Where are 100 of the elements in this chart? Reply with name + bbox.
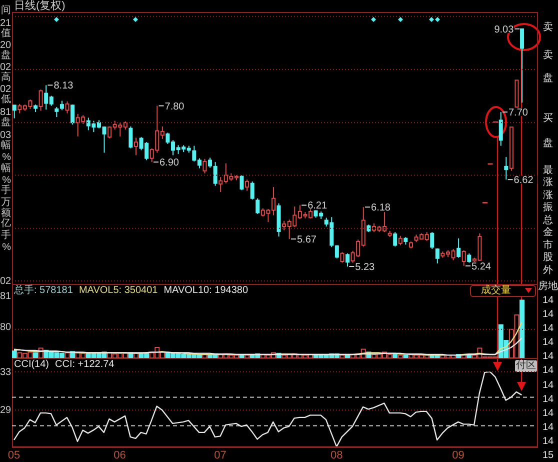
text: MAVOL5: 350401 [78,285,158,296]
text: 买 [543,112,553,124]
chart-title: 总手: 578181 [14,285,73,296]
candlestick [38,89,43,112]
text: 29 [0,404,12,416]
annotation: 9.03 [494,24,514,36]
text: % [2,174,11,186]
candlestick [240,174,244,191]
text: 03 [0,130,12,140]
text: MAVOL10: 194380 [164,285,248,296]
x-tick-label: 08 [330,450,343,462]
text: 14 [542,309,554,320]
candlestick [128,126,133,149]
candlestick [467,252,472,264]
annotation: 5.67 [296,234,317,246]
candlestick [520,28,524,104]
text: % [2,242,11,252]
text: CCI: +122.74 [55,359,114,370]
text: 额 [1,208,11,218]
x-tick-label: 06 [114,450,126,462]
candlestick [12,104,16,119]
text: 盘 [1,116,11,128]
text: 亿 [1,218,11,228]
text: 14 [542,408,554,419]
annotation: 8.13 [54,80,74,92]
text: 幅 [1,140,11,150]
text: 总 [543,214,553,226]
dropdown-field: 成交量 [470,284,536,296]
text: 14 [542,394,554,404]
text: 14 [542,351,554,362]
text: 盘 [543,72,553,84]
bar [64,352,70,358]
text: 14 [542,365,554,376]
candlestick [504,156,508,180]
text: 股 [543,252,553,263]
x-tick-label: 07 [214,450,226,462]
bar [33,352,38,358]
text: 14 [542,436,554,447]
annotation: 6.21 [308,200,328,212]
annotation: 5.23 [355,262,376,273]
button: 付区 [515,360,537,372]
text: 涨 [543,190,553,200]
text: 盘 [1,50,11,60]
text: 02 [0,62,12,72]
candlestick [462,250,466,266]
text: 02 [0,84,12,94]
text: 手 [1,184,11,196]
candlestick [334,244,339,259]
text: 振 [543,202,553,213]
text: 间 [1,4,11,16]
text: 81 [0,106,12,118]
candlestick [393,232,398,247]
text: 值 [1,28,11,38]
text: 02 [0,276,12,286]
candlestick [346,252,350,267]
candlestick [456,238,461,258]
candlestick [250,180,254,200]
bar [392,353,398,358]
text: 低 [1,94,11,104]
annotation: 6.62 [514,175,534,186]
candlestick [70,104,75,126]
text: 卖 [543,50,553,60]
text: 外 [543,264,553,276]
candlestick [202,158,207,174]
text: 幅 [1,162,11,174]
chart-title: 日线(复权) [14,0,66,12]
candlestick [65,100,70,114]
annotation: 7.80 [164,101,185,112]
text: 14 [542,380,554,390]
text: 涨 [543,177,553,188]
text: 15 [542,450,554,461]
bar [403,354,408,358]
text: 万 [1,196,11,208]
text: 21 [0,18,12,28]
text: 房地 [538,280,558,292]
text: 金 [543,227,553,238]
candlestick [398,235,402,246]
bar [12,350,17,358]
candlestick [430,232,434,250]
x-tick-label: 05 [8,450,20,462]
bar [340,354,345,358]
text: 33 [0,366,12,378]
candlestick [245,179,250,192]
text: 80 [0,322,12,332]
annotation: 6.18 [371,202,391,214]
text: 81 [0,290,12,302]
x-tick-label: 09 [452,450,464,462]
candlestick [134,137,138,156]
text: 14 [542,337,554,348]
bar [244,354,250,358]
annotation: 5.24 [471,261,492,272]
text: 盘 [543,138,553,148]
candlestick [256,198,260,214]
text: 卖 [543,22,553,32]
text: 14 [542,323,554,334]
text: 高 [1,72,11,82]
candlestick [340,252,344,264]
chart-title: CCI(14) [14,359,50,370]
text: 20 [0,40,12,50]
text: 手 [1,230,11,240]
